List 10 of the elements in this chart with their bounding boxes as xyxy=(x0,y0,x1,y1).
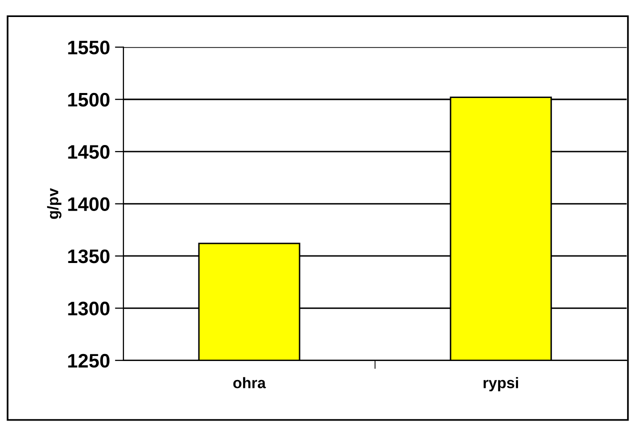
y-axis-title: g/pv xyxy=(47,188,62,219)
x-tick-label: rypsi xyxy=(484,377,518,392)
y-tick-label: 1500 xyxy=(68,92,110,107)
y-tick-label: 1300 xyxy=(68,302,110,316)
y-tick-label: 1250 xyxy=(68,354,110,368)
y-tick-label: 1450 xyxy=(68,145,110,159)
y-tick-label: 1400 xyxy=(68,197,110,212)
y-tick-label: 1350 xyxy=(68,249,110,264)
y-tick-label: 1550 xyxy=(68,40,110,54)
x-tick-label: ohra xyxy=(233,377,266,388)
